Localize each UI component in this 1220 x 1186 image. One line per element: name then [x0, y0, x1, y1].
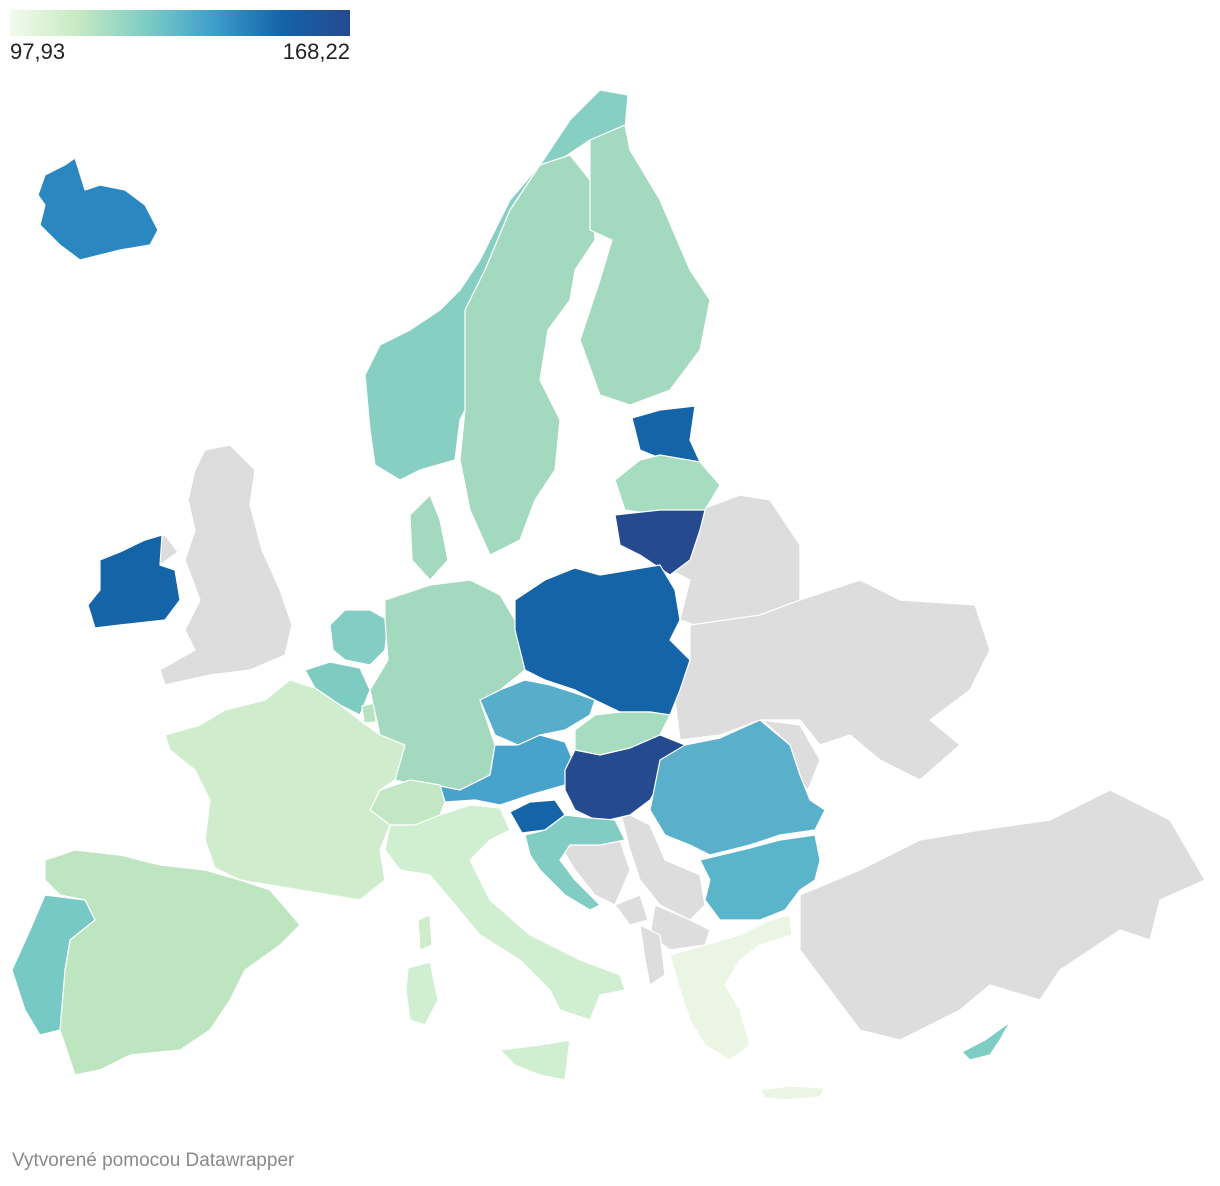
country-luxembourg[interactable]	[361, 702, 377, 724]
country-sweden[interactable]	[459, 154, 596, 556]
legend-max-label: 168,22	[282, 39, 350, 64]
country-greece[interactable]	[669, 914, 793, 1061]
country-lithuania[interactable]	[614, 509, 706, 576]
country-bulgaria[interactable]	[699, 834, 821, 921]
legend-labels: 97,93 168,22	[10, 39, 350, 65]
country-sicily[interactable]	[499, 1039, 571, 1081]
country-corsica[interactable]	[417, 914, 433, 951]
country-netherlands[interactable]	[329, 609, 389, 666]
country-italy[interactable]	[384, 804, 626, 1021]
country-austria[interactable]	[434, 734, 576, 806]
country-czechia[interactable]	[479, 679, 596, 746]
legend-gradient-bar	[10, 10, 350, 36]
country-montenegro[interactable]	[614, 894, 649, 926]
country-denmark[interactable]	[409, 494, 449, 581]
country-finland[interactable]	[579, 124, 711, 406]
country-ireland[interactable]	[87, 534, 181, 629]
color-legend: 97,93 168,22	[10, 10, 350, 65]
country-cyprus[interactable]	[961, 1021, 1011, 1061]
legend-min-label: 97,93	[10, 39, 66, 64]
country-albania[interactable]	[639, 924, 666, 986]
country-latvia[interactable]	[614, 454, 721, 516]
credit-text: Vytvorené pomocou Datawrapper	[12, 1150, 295, 1171]
country-sardinia[interactable]	[405, 961, 439, 1026]
country-croatia[interactable]	[524, 814, 626, 911]
country-portugal[interactable]	[11, 894, 96, 1036]
country-iceland[interactable]	[37, 157, 159, 261]
country-serbia[interactable]	[619, 809, 706, 921]
country-united-kingdom[interactable]	[159, 444, 293, 686]
country-estonia[interactable]	[631, 405, 701, 463]
country-poland[interactable]	[514, 564, 691, 716]
country-ukraine[interactable]	[674, 579, 991, 781]
country-turkey[interactable]	[799, 789, 1206, 1041]
country-crete[interactable]	[759, 1085, 826, 1101]
country-romania[interactable]	[649, 719, 826, 856]
